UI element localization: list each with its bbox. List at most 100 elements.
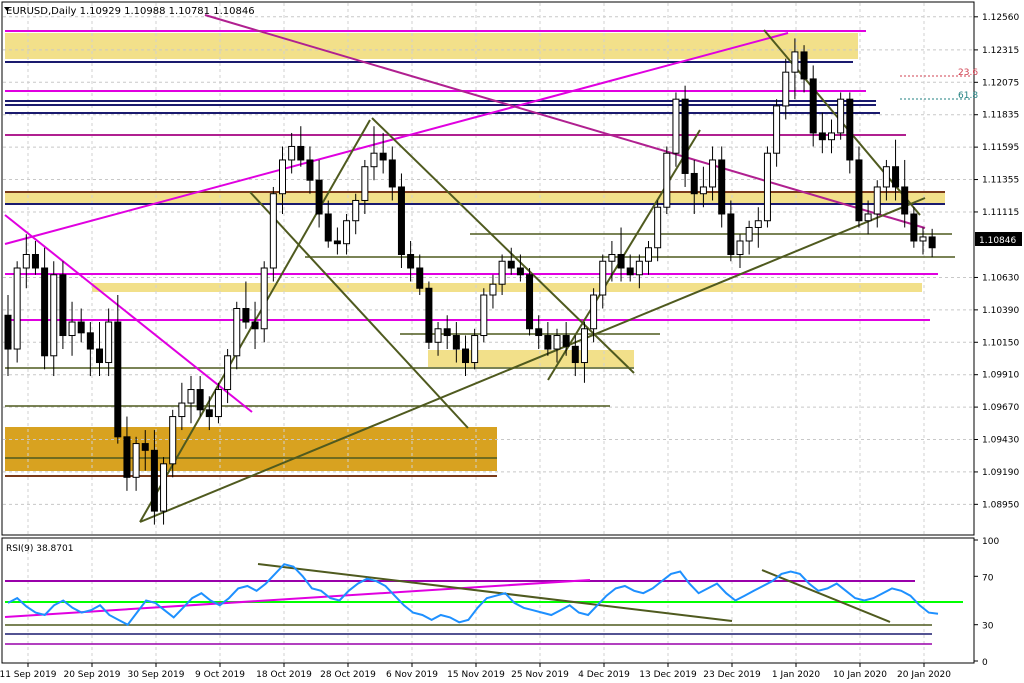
date-tick-label: 9 Oct 2019 (195, 670, 245, 680)
last-price-value: 1.10846 (979, 236, 1016, 246)
candle-body (635, 260, 643, 276)
candle-body (507, 260, 515, 269)
candle-body (471, 335, 479, 364)
trendline (371, 117, 635, 374)
price-tick-label: 1.10150 (982, 338, 1019, 348)
candle-body (681, 98, 689, 174)
chart-header: EURUSD,Daily 1.10929 1.10988 1.10781 1.1… (6, 6, 255, 17)
candle-body (663, 152, 671, 208)
rsi-tick-label: 100 (982, 537, 999, 547)
rsi-tick-label: 70 (982, 573, 994, 583)
candle-body (818, 132, 826, 141)
candle-body (22, 253, 30, 269)
candle-body (288, 145, 296, 161)
candle-body (608, 253, 616, 262)
price-tick-label: 1.11115 (982, 208, 1019, 218)
candle-body (388, 159, 396, 188)
rsi-trendline (257, 563, 733, 622)
candle-body (763, 152, 771, 222)
candle-body (114, 321, 122, 438)
candle-body (370, 152, 378, 168)
candle-body (571, 345, 579, 364)
price-tick-label: 1.11835 (982, 111, 1019, 121)
candle-body (745, 226, 753, 242)
candle-body (828, 132, 835, 141)
date-tick-label: 20 Sep 2019 (63, 670, 120, 680)
candle-body (178, 402, 186, 418)
rsi-label: RSI(9) 38.8701 (6, 544, 73, 554)
candle-body (160, 463, 168, 512)
candle-body (910, 213, 918, 242)
date-tick-label: 6 Nov 2019 (386, 670, 438, 680)
trendline (4, 32, 789, 245)
candle-body (489, 283, 497, 296)
rsi-axis: 100 70 30 0 (974, 537, 999, 668)
candle-body (654, 206, 662, 249)
rsi-tick-label: 30 (982, 622, 994, 632)
zone-low (92, 283, 922, 292)
price-tick-label: 1.08950 (982, 500, 1019, 510)
candle-body (306, 159, 314, 181)
candle-body (901, 186, 909, 215)
candle-body (699, 186, 707, 195)
trendline (204, 14, 926, 229)
candle-body (928, 236, 936, 249)
rsi-panel (1, 537, 975, 664)
date-tick-label: 25 Nov 2019 (511, 670, 569, 680)
date-axis: 11 Sep 2019 20 Sep 2019 30 Sep 2019 9 Oct 2… (0, 663, 951, 680)
zone-gold (5, 427, 497, 471)
date-tick-label: 20 Jan 2020 (897, 670, 951, 680)
date-tick-label: 10 Jan 2020 (833, 670, 887, 680)
menu-triangle-icon[interactable] (4, 7, 10, 11)
candle-body (416, 267, 424, 289)
candle-body (718, 159, 726, 215)
price-tick-label: 1.12560 (982, 13, 1019, 23)
candle-body (214, 389, 222, 418)
candle-body (864, 213, 872, 222)
price-tick-label: 1.10390 (982, 306, 1019, 316)
candle-body (141, 443, 149, 451)
candle-body (462, 348, 469, 364)
candle-body (68, 321, 76, 337)
price-tick-label: 1.09910 (982, 371, 1019, 381)
date-tick-label: 18 Oct 2019 (256, 670, 312, 680)
fib-label-23: 23.6 (958, 68, 978, 78)
candle-body (754, 220, 762, 228)
date-tick-label: 30 Sep 2019 (127, 670, 184, 680)
candles-layer (4, 38, 936, 525)
levels-layer (5, 30, 972, 477)
date-tick-label: 4 Dec 2019 (578, 670, 630, 680)
candle-body (196, 389, 204, 411)
price-tick-label: 1.09190 (982, 468, 1019, 478)
candle-body (333, 240, 341, 245)
candle-body (553, 335, 561, 350)
candle-body (242, 308, 250, 323)
date-tick-label: 11 Sep 2019 (0, 670, 57, 680)
date-tick-label: 1 Jan 2020 (772, 670, 820, 680)
candle-body (379, 152, 387, 161)
candle-body (169, 416, 177, 465)
candle-body (233, 308, 241, 357)
candle-body (41, 267, 49, 357)
candle-body (13, 267, 21, 350)
candle-body (343, 220, 351, 245)
candle-body (773, 105, 781, 154)
candle-body (590, 294, 598, 330)
candle-body (86, 332, 94, 350)
candle-body (324, 213, 332, 242)
rsi-line (7, 563, 939, 626)
candle-body (269, 193, 277, 269)
zone-small (428, 350, 634, 367)
candle-body (96, 348, 103, 364)
candle-body (31, 253, 39, 269)
candle-body (562, 335, 570, 347)
candle-body (626, 267, 634, 276)
candle-body (397, 186, 405, 255)
price-tick-label: 1.12075 (982, 78, 1019, 88)
candle-body (297, 145, 305, 161)
candle-body (791, 51, 799, 73)
trendline (4, 214, 253, 413)
candle-body (443, 328, 451, 337)
candle-body (260, 267, 268, 330)
candle-body (452, 335, 460, 350)
